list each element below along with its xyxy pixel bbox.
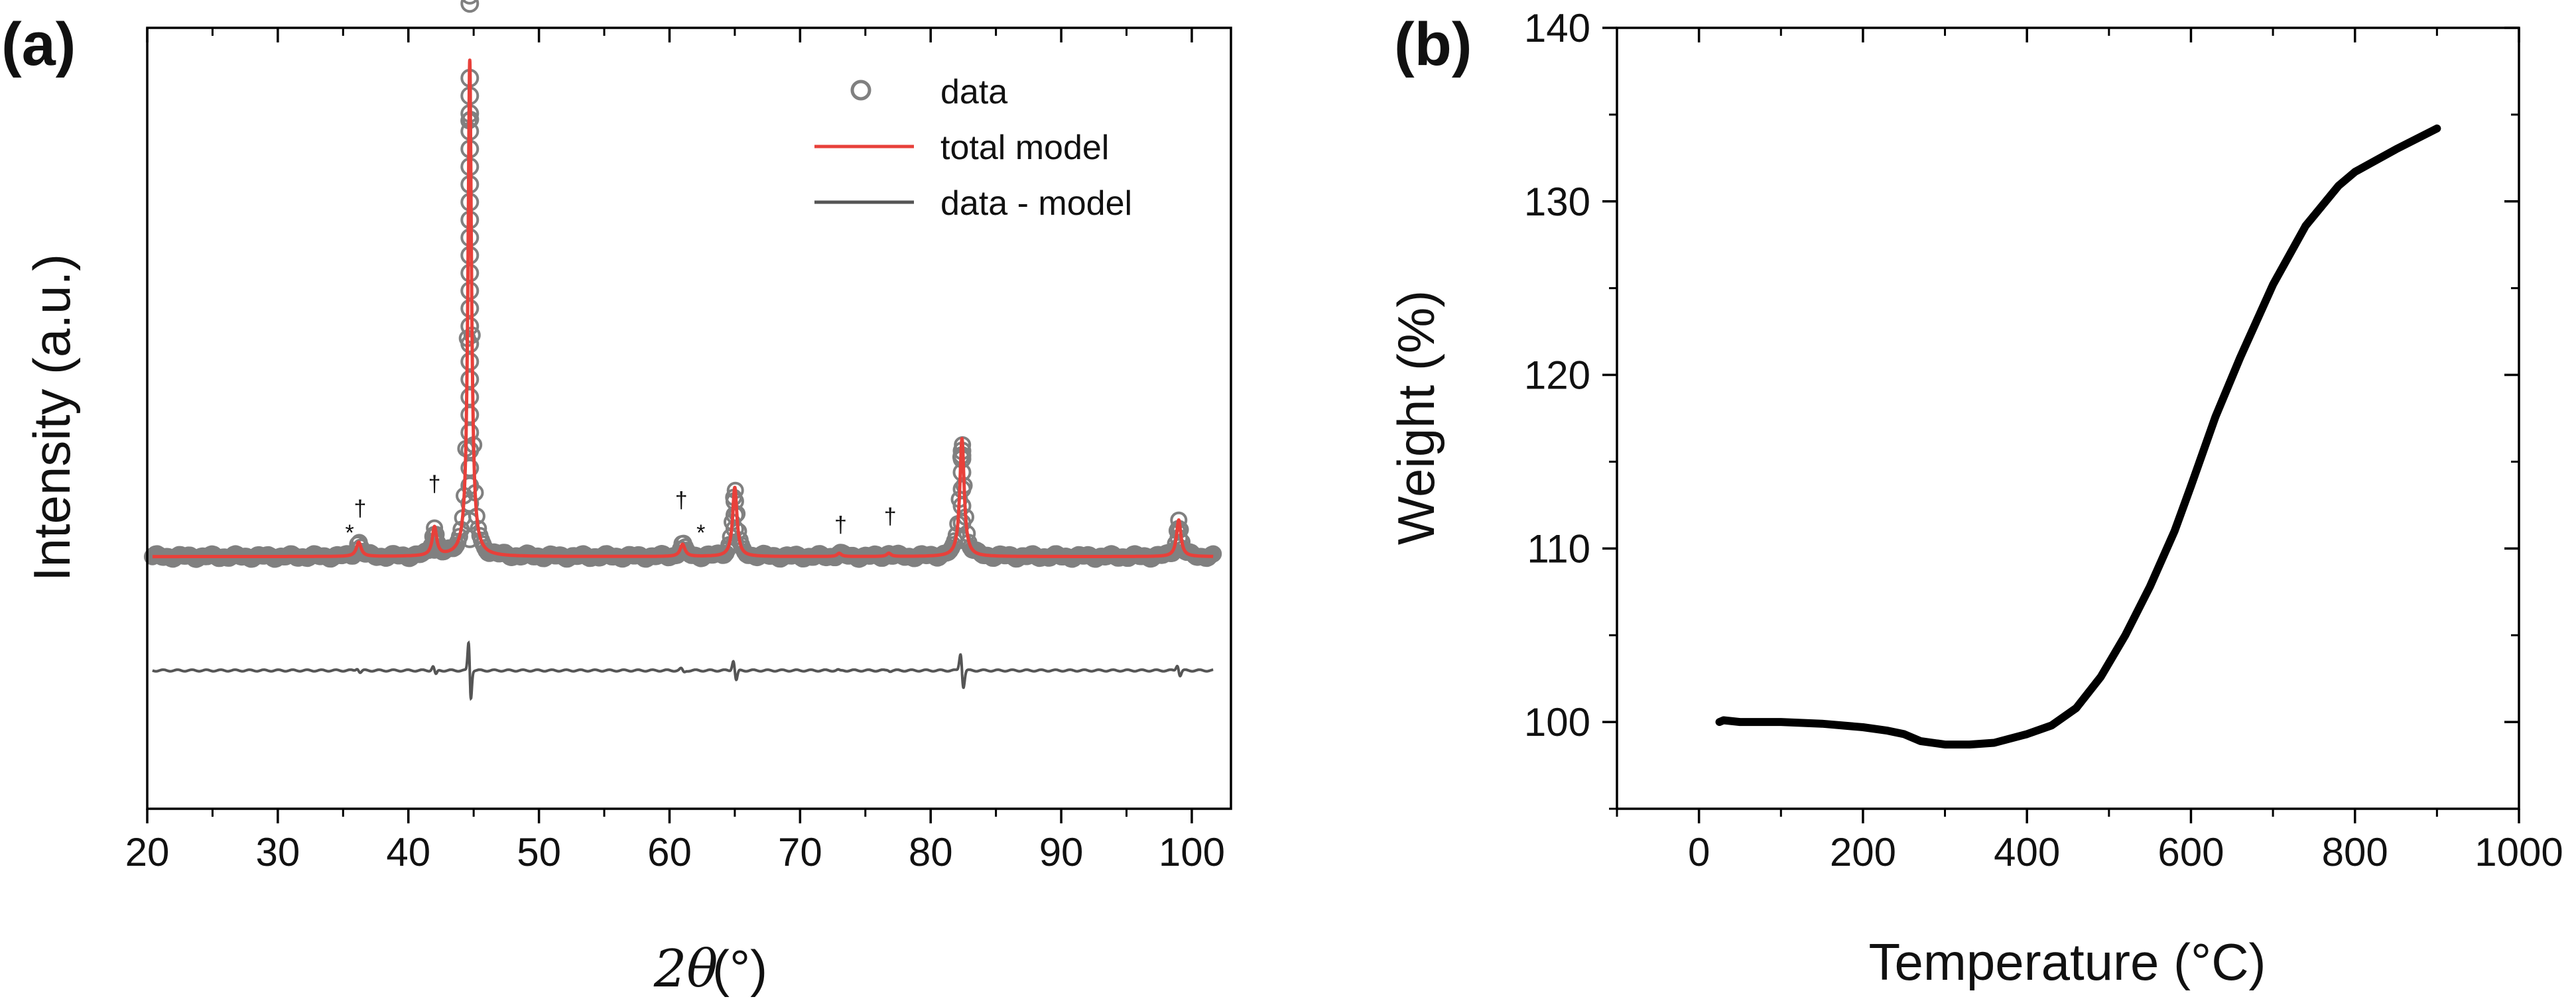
x-tick-label: 100: [1159, 830, 1225, 874]
legend-residual-label: data - model: [940, 184, 1132, 223]
xrd-y-axis-title: Intensity (a.u.): [23, 254, 81, 581]
data-point: [460, 423, 480, 442]
x-tick-label: 20: [125, 830, 170, 874]
x-tick-label: 200: [1830, 830, 1896, 874]
tga-panel: (b) 0 200 400 600 800 1000 100 110 120 130 140 We…: [1387, 6, 2563, 991]
tga-plot-area: [1715, 124, 2441, 749]
peak-annotation: †: [428, 471, 441, 497]
data-point: [460, 0, 480, 13]
x-tick-label: 60: [647, 830, 692, 874]
xrd-panel: (a) *†††* † † 20 30 40 50 60 70 80 90 100 data tot…: [1, 0, 1232, 999]
panel-label-b: (b): [1394, 11, 1472, 78]
x-tick-label: 0: [1688, 830, 1710, 874]
xrd-x-axis-title: 2θ (°): [653, 939, 767, 999]
x-tick-label: 600: [2157, 830, 2224, 874]
x-tick-label: 90: [1039, 830, 1084, 874]
y-tick-label: 130: [1524, 180, 1590, 224]
xrd-x-axis-unit: (°): [712, 939, 767, 998]
y-tick-label: 110: [1527, 526, 1590, 571]
peak-annotation: †: [834, 512, 847, 538]
tga-x-axis-title: Temperature (°C): [1868, 933, 2266, 991]
tga-axes-frame: [1616, 27, 2520, 810]
data-point: [460, 494, 480, 513]
x-tick-label: 800: [2322, 830, 2388, 874]
legend-data-label: data: [940, 73, 1007, 111]
y-tick-label: 100: [1524, 700, 1590, 744]
data-point: [460, 388, 480, 406]
peak-annotation: †: [354, 496, 366, 521]
data-point: [460, 352, 480, 371]
peak-annotation: †: [675, 488, 688, 513]
data-point: [460, 299, 480, 318]
data-point: [460, 476, 480, 495]
data-points: [143, 0, 1222, 568]
data-point: [460, 405, 480, 424]
xrd-x-ticks: 20 30 40 50 60 70 80 90 100: [125, 28, 1225, 874]
xrd-legend: data total model data - model: [814, 73, 1132, 223]
x-tick-label: 30: [255, 830, 300, 874]
x-tick-label: 400: [1994, 830, 2060, 874]
data-point: [460, 334, 480, 353]
peak-annotation: †: [884, 504, 897, 530]
tga-y-axis-title: Weight (%): [1387, 290, 1445, 545]
data-point: [725, 533, 744, 552]
data-point: [460, 529, 480, 548]
y-tick-label: 140: [1524, 6, 1590, 50]
data-point: [460, 317, 480, 336]
data-point: [460, 370, 480, 389]
total-model-curve: [151, 58, 1214, 559]
data-point: [462, 0, 478, 5]
x-tick-label: 40: [386, 830, 430, 874]
tga-y-ticks: 100 110 120 130 140: [1524, 6, 2519, 810]
residual-curve: [152, 640, 1214, 701]
data-point: [460, 441, 480, 460]
x-tick-label: 1000: [2475, 830, 2563, 874]
data-point: [460, 458, 480, 477]
data-point: [460, 281, 480, 300]
data-point: [725, 519, 744, 538]
tga-curve: [1715, 124, 2441, 749]
data-point: [1169, 538, 1189, 557]
tga-x-ticks: 0 200 400 600 800 1000: [1616, 28, 2563, 874]
legend-total-model-label: total model: [940, 129, 1109, 167]
x-tick-label: 70: [778, 830, 822, 874]
peak-annotation: *: [345, 520, 354, 546]
data-point: [725, 506, 744, 524]
legend-data-marker: [850, 80, 871, 101]
panel-label-a: (a): [1, 11, 76, 78]
xrd-axes-frame: [146, 27, 1232, 810]
x-tick-label: 80: [909, 830, 953, 874]
x-tick-label: 50: [517, 830, 561, 874]
peak-annotation: *: [696, 520, 705, 546]
y-tick-label: 120: [1524, 353, 1590, 398]
data-point: [460, 263, 480, 282]
data-point: [1204, 545, 1222, 563]
xrd-x-axis-symbol: 2θ: [653, 939, 718, 999]
xrd-plot-area: *†††* † †: [143, 0, 1222, 701]
